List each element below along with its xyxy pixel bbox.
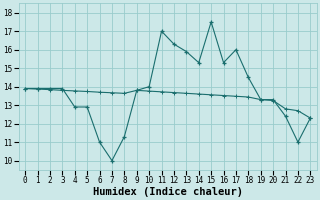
X-axis label: Humidex (Indice chaleur): Humidex (Indice chaleur) bbox=[93, 186, 243, 197]
